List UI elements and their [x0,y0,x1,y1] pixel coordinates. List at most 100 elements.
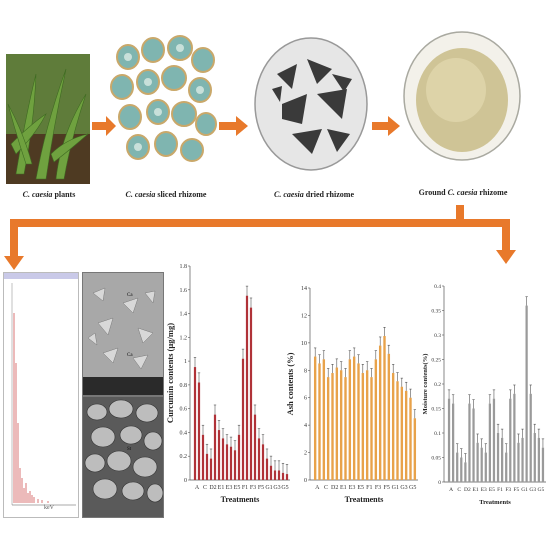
x-tick-label: F3 [250,485,256,491]
caption-sliced: C. caesia sliced rhizome [125,190,207,199]
bar [313,356,317,480]
sem-image-bottom: St [82,396,164,518]
x-tick-label: C [203,485,207,491]
x-tick-label: G1 [521,487,528,493]
bar [285,474,289,480]
moisture-chart: 00.050.10.150.20.250.30.350.4A C D2 E1 E3 E5 F… [422,284,546,506]
y-tick-label: 0.35 [431,309,441,315]
bar [378,345,382,480]
bar [352,356,356,480]
x-tick-label: D2 [331,485,338,491]
curcumin-chart: 0 0.2 0.4 0.6 0.8 1 1.2 1.4 1.6 1.8 A C D2 E1 E3 E5 F1 F3… [165,264,290,504]
edx-axis-label: keV [44,505,54,511]
x-tick-label: A [449,487,453,493]
bar [365,370,369,480]
bar [253,414,257,480]
bar [480,447,483,482]
ash-chart: 0 2 4 6 8 10 12 14 A C D2 E1 E3 E5 F1 F3 F5 G1 G3 G5 Treatme… [285,286,418,504]
y-tick-label: 14 [301,286,307,292]
bar [269,465,273,480]
y-tick-label: 4 [304,423,307,429]
bar [281,472,285,480]
bar [460,457,463,482]
x-tick-label: G5 [281,485,288,491]
bar [509,398,512,482]
x-tick-label: F3 [505,487,511,493]
bar [370,377,373,480]
bar [513,393,516,482]
x-tick-label: E3 [481,487,487,493]
x-tick-label: E1 [340,485,347,491]
y-tick-label: 10 [301,341,307,347]
bar [537,437,540,482]
arrow-down-icon [4,256,24,270]
bar [213,414,217,480]
bar [383,336,386,480]
y-tick-label: 1.8 [180,264,188,270]
x-tick-label: E1 [473,487,479,493]
bar [241,358,245,480]
bar [229,446,233,480]
x-tick-label: E1 [218,485,225,491]
x-tick-label: F5 [258,485,264,491]
x-tick-label: F1 [366,485,372,491]
caption-plants: C. caesia plants [22,190,76,199]
bar [237,434,241,480]
x-tick-label: E3 [349,485,356,491]
arrow-right-icon [219,116,248,136]
x-tick-label: C [457,487,461,493]
bar [374,359,378,480]
x-axis-label: Treatments [479,499,511,506]
x-tick-label: E5 [234,485,241,491]
y-tick-label: 0.8 [180,383,188,389]
bar [521,437,524,482]
bar [468,403,471,482]
bar [265,458,269,480]
x-tick-label: E3 [226,485,233,491]
x-tick-label: E5 [489,487,495,493]
y-tick-label: 12 [301,313,307,319]
bar [488,403,491,482]
y-tick-label: 0.2 [434,382,441,388]
bar [217,430,221,480]
bar [409,397,412,480]
y-tick-label: 0.05 [431,456,441,462]
y-tick-label: 0.3 [434,333,441,339]
bar [205,453,209,480]
y-tick-label: 0.2 [180,454,188,460]
bar [245,295,249,480]
x-tick-label: G3 [400,485,407,491]
y-tick-label: 0.1 [434,431,441,437]
bar [257,438,261,480]
bar [344,377,347,480]
bar [387,353,391,480]
x-tick-label: G1 [265,485,272,491]
y-tick-label: 0.25 [431,358,441,364]
sem-image-top: Ca Ca [82,272,164,396]
bar [492,398,496,482]
x-tick-label: G1 [392,485,399,491]
bar [400,386,404,480]
y-axis-label: Ash contents (%) [285,352,295,415]
bar [413,418,417,480]
bar [541,447,545,482]
sem-tag: Ca [127,293,133,298]
x-tick-label: F5 [383,485,389,491]
x-axis-label: Treatments [221,495,260,504]
bar [197,382,201,480]
bar [529,393,532,482]
bar [277,470,281,480]
bar [339,370,343,480]
x-tick-label: C [324,485,328,491]
bar [456,452,459,482]
y-tick-label: 1 [184,359,187,365]
y-axis-label: Moisture contents(%) [422,354,429,415]
sem-tag: Ca [127,353,133,358]
y-axis-label: Curcumin contents (µg/mg) [165,323,175,423]
bar [225,444,229,480]
bar [335,367,339,480]
bar [476,442,479,482]
y-tick-label: 0.15 [431,407,441,413]
bar [533,433,536,482]
y-tick-label: 2 [304,451,307,457]
